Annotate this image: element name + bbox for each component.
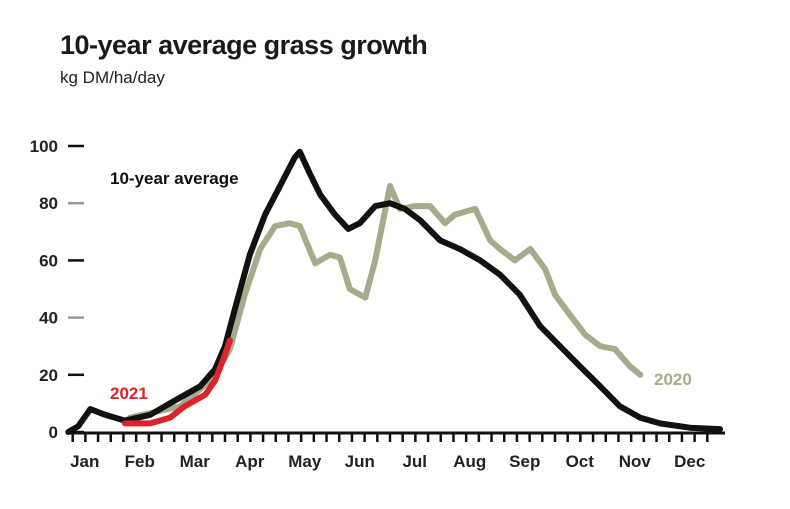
series-line-2020 xyxy=(126,183,644,421)
series-line-10-year-average xyxy=(65,148,723,435)
x-tick-label-may: May xyxy=(288,452,322,471)
x-tick-label-jan: Jan xyxy=(70,452,99,471)
y-tick-label: 60 xyxy=(39,251,58,270)
series-label-2020: 2020 xyxy=(654,370,692,389)
x-tick-label-jun: Jun xyxy=(345,452,375,471)
x-tick-label-dec: Dec xyxy=(674,452,705,471)
series-label-2021: 2021 xyxy=(110,384,148,403)
x-tick-label-feb: Feb xyxy=(125,452,155,471)
x-tick-label-mar: Mar xyxy=(180,452,211,471)
series-label-10-year-average: 10-year average xyxy=(110,169,239,188)
x-tick-label-apr: Apr xyxy=(235,452,265,471)
y-tick-label: 20 xyxy=(39,366,58,385)
series-lines xyxy=(65,148,723,435)
x-tick-label-oct: Oct xyxy=(566,452,595,471)
y-tick-label: 100 xyxy=(30,137,58,156)
series-line-2021 xyxy=(121,337,233,427)
y-tick-label: 80 xyxy=(39,194,58,213)
x-tick-label-nov: Nov xyxy=(619,452,652,471)
chart-subtitle: kg DM/ha/day xyxy=(60,68,165,87)
x-tick-label-aug: Aug xyxy=(453,452,486,471)
y-tick-label: 0 xyxy=(49,423,58,442)
y-axis: 0 20 40 60 80 100 xyxy=(30,137,84,442)
x-axis: Jan Feb Mar Apr May Jun Jul Aug Sep Oct Nov Dec xyxy=(66,431,725,471)
x-tick-label-jul: Jul xyxy=(402,452,427,471)
x-tick-label-sep: Sep xyxy=(509,452,540,471)
chart-title: 10-year average grass growth xyxy=(60,30,428,60)
y-tick-label: 40 xyxy=(39,309,58,328)
